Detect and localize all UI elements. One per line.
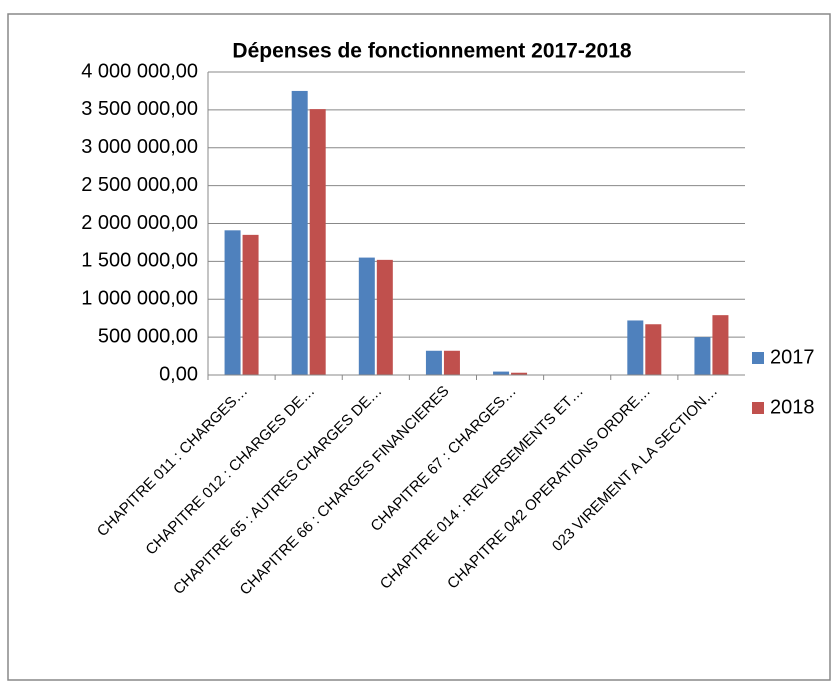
y-tick-label: 4 000 000,00 bbox=[81, 60, 198, 82]
bar bbox=[627, 320, 644, 375]
bar bbox=[425, 350, 442, 375]
y-tick-label: 1 500 000,00 bbox=[81, 250, 198, 272]
bar bbox=[309, 109, 326, 376]
y-tick-label: 3 500 000,00 bbox=[81, 98, 198, 120]
bar bbox=[511, 372, 528, 375]
legend-swatch bbox=[752, 402, 764, 414]
chart-title: Dépenses de fonctionnement 2017-2018 bbox=[232, 40, 631, 63]
bar bbox=[242, 234, 259, 375]
bar bbox=[376, 259, 393, 375]
y-tick-label: 3 000 000,00 bbox=[81, 136, 198, 158]
bar bbox=[694, 337, 711, 375]
y-tick-label: 2 000 000,00 bbox=[81, 212, 198, 234]
legend-swatch bbox=[752, 352, 764, 364]
bar bbox=[224, 230, 241, 375]
y-tick-label: 2 500 000,00 bbox=[81, 174, 198, 196]
bar bbox=[358, 257, 375, 375]
bar bbox=[443, 350, 460, 375]
bar bbox=[291, 90, 308, 375]
bar bbox=[712, 315, 729, 375]
legend-label: 2018 bbox=[770, 396, 815, 418]
bar bbox=[645, 324, 662, 375]
y-tick-label: 1 000 000,00 bbox=[81, 288, 198, 310]
bar bbox=[493, 371, 510, 375]
y-tick-label: 0,00 bbox=[159, 363, 198, 385]
y-tick-label: 500 000,00 bbox=[98, 325, 198, 347]
chart-frame bbox=[7, 13, 831, 681]
legend-label: 2017 bbox=[770, 346, 815, 368]
